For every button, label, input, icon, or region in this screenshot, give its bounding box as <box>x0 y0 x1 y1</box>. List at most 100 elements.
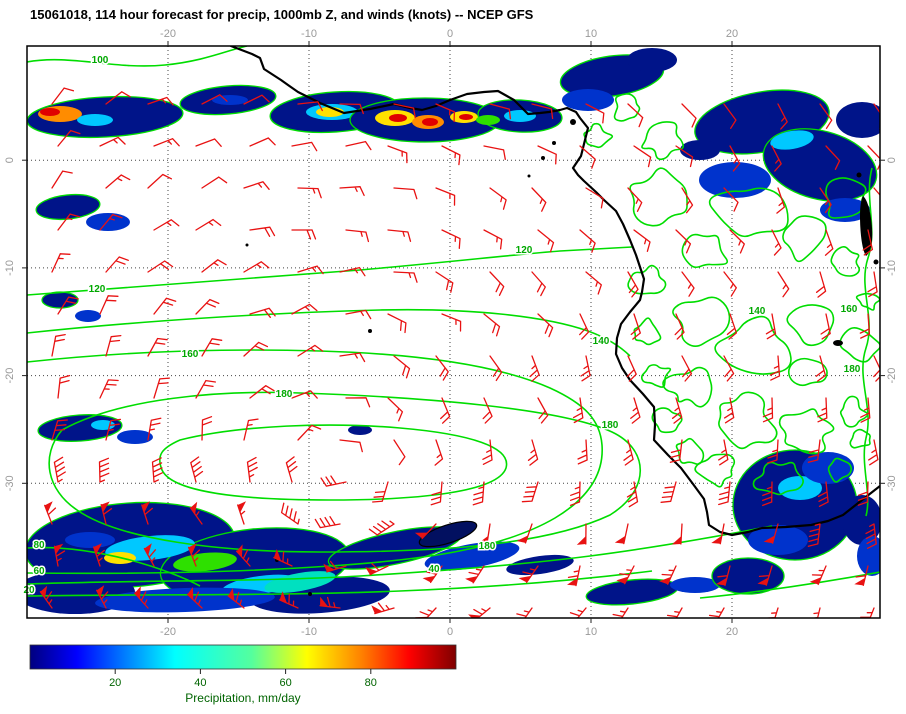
wind-barb <box>577 439 588 465</box>
contour-label: 20 <box>23 585 35 596</box>
wind-barbs <box>39 87 880 625</box>
contour-line <box>27 349 603 575</box>
wind-barb <box>393 103 416 119</box>
wind-barb <box>243 418 259 441</box>
axis-tick-label: -20 <box>160 626 176 638</box>
wind-barb <box>483 313 501 337</box>
wind-barb <box>249 307 276 318</box>
wind-barb-pennant <box>465 576 478 583</box>
island <box>552 141 556 145</box>
wind-barb <box>339 103 364 115</box>
wind-barb <box>815 271 827 298</box>
axis-tick-label: -30 <box>4 475 16 491</box>
precip-cell <box>424 541 520 571</box>
wind-barb <box>537 397 549 424</box>
wind-barb <box>585 103 605 124</box>
axis-tick-label: 0 <box>886 157 898 163</box>
wind-barb <box>489 103 512 120</box>
wind-barb-pennant <box>518 575 532 583</box>
precip-cell <box>748 525 808 555</box>
wind-barb <box>430 481 443 506</box>
wind-barb <box>147 337 168 357</box>
wind-barb <box>345 397 371 408</box>
lake <box>833 340 843 346</box>
contour-line <box>839 395 869 428</box>
wind-barb <box>860 397 871 423</box>
wind-barb <box>776 187 786 214</box>
wind-barb <box>873 187 880 197</box>
wind-barb <box>235 549 251 567</box>
wind-barb <box>243 341 269 357</box>
wind-barb <box>339 186 365 197</box>
wind-barb-pennant <box>228 588 235 601</box>
precip-cell <box>41 291 79 309</box>
wind-barb <box>434 439 444 466</box>
axis-tick-label: 10 <box>585 626 597 638</box>
colorbar: 20 40 60 80 Precipitation, mm/day <box>29 644 457 705</box>
wind-barb <box>297 101 323 112</box>
island <box>308 592 312 596</box>
wind-barb <box>393 187 418 200</box>
precip-cell <box>65 532 115 548</box>
wind-barb <box>767 439 779 464</box>
wind-barb <box>201 176 228 189</box>
wind-barb <box>777 103 788 130</box>
wind-barb <box>873 355 880 382</box>
colorbar-gradient <box>29 644 457 670</box>
wind-barb <box>762 481 773 507</box>
wind-barb <box>368 520 395 536</box>
wind-barb <box>529 355 540 382</box>
contour-label: 180 <box>602 420 619 431</box>
wind-barb <box>681 271 695 297</box>
wind-barb <box>99 295 119 315</box>
colorbar-tick-label: 20 <box>109 677 121 689</box>
wind-barb <box>319 596 341 609</box>
contour-label: 120 <box>516 245 533 256</box>
wind-barb <box>279 593 299 609</box>
wind-barb <box>681 103 697 128</box>
contour-line <box>694 453 736 488</box>
contour-line <box>714 315 792 375</box>
wind-barb <box>472 481 485 506</box>
wind-barb <box>815 355 827 382</box>
axis-tick-label: -20 <box>886 368 898 384</box>
wind-barb <box>151 457 163 483</box>
wind-barb <box>105 91 131 105</box>
colorbar-tick-label: 60 <box>279 677 291 689</box>
wind-barb <box>105 334 122 357</box>
wind-barb <box>153 377 171 399</box>
wind-barb-pennant <box>716 577 727 586</box>
wind-barb <box>51 419 68 441</box>
contour-line <box>662 366 713 408</box>
axis-tick-label: -10 <box>301 626 317 638</box>
wind-barb <box>516 607 533 618</box>
contour-line <box>708 187 789 238</box>
wind-barb <box>489 187 507 210</box>
wind-barb <box>105 174 131 189</box>
precip-cell <box>857 536 880 576</box>
axis-tick-label: 0 <box>4 157 16 163</box>
wind-barb <box>345 229 370 243</box>
wind-barb <box>249 137 276 147</box>
precip-cell <box>418 520 478 548</box>
wind-barb <box>153 297 177 315</box>
wind-barb-pennant <box>763 535 775 544</box>
contour-line <box>699 571 880 599</box>
wind-barb <box>243 261 270 273</box>
wind-barb <box>314 516 341 529</box>
lake <box>873 259 879 265</box>
axis-tick-label: 20 <box>726 626 738 638</box>
wind-barb-pennant <box>187 587 194 600</box>
wind-barb <box>771 145 782 172</box>
wind-barb <box>39 591 53 609</box>
wind-barb <box>708 607 725 618</box>
wind-barb <box>280 502 300 525</box>
wind-barb <box>441 313 462 332</box>
wind-barb <box>57 213 81 231</box>
precip-cell <box>680 140 720 160</box>
wind-barb-pennant <box>609 618 622 625</box>
wind-barb <box>435 271 454 293</box>
wind-barb <box>387 397 404 422</box>
wind-barb <box>345 309 372 320</box>
